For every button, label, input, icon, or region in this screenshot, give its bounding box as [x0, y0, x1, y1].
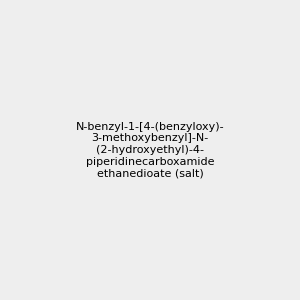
Text: N-benzyl-1-[4-(benzyloxy)-
3-methoxybenzyl]-N-
(2-hydroxyethyl)-4-
piperidinecar: N-benzyl-1-[4-(benzyloxy)- 3-methoxybenz…: [76, 122, 224, 178]
